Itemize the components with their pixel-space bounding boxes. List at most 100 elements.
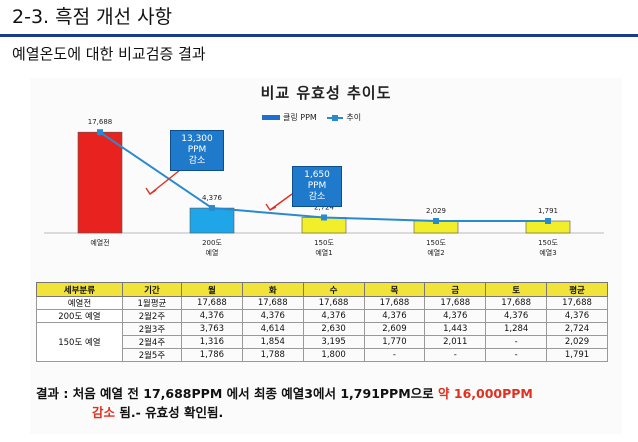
chart-title: 비교 유효성 추이도 <box>260 84 392 102</box>
table-cell: - <box>363 348 426 362</box>
trend-point-3 <box>433 218 439 224</box>
trend-point-4 <box>545 218 551 224</box>
table-cell: 2월2주 <box>121 309 182 323</box>
slide-subtitle: 예열온도에 대한 비교검증 결과 <box>12 45 206 63</box>
table-cell: 1월평균 <box>121 296 182 310</box>
table-cell: 1,791 <box>546 348 608 362</box>
table-header-cell: 수 <box>302 282 365 297</box>
table-cell: 2월5주 <box>121 348 182 362</box>
table-cell: 1,770 <box>363 335 426 349</box>
category-label-1-0: 200도 <box>202 239 222 247</box>
legend-bar-swatch <box>262 115 280 120</box>
trend-point-2 <box>321 214 327 221</box>
table-group-cell: 150도 예열 <box>36 322 123 362</box>
trend-point-1 <box>209 205 215 212</box>
table-header-cell: 평균 <box>546 282 608 297</box>
data-label-0: 17,688 <box>88 118 113 126</box>
category-label-1-1: 예열 <box>206 248 219 257</box>
table-cell: 4,376 <box>546 309 608 323</box>
table-cell: 1,316 <box>180 335 243 349</box>
comparison-table: 세부분류 기간 월 화 수 목 금 토 평균 예열전 1월평균 17,688 17,688 17,688… <box>36 282 608 362</box>
legend-bar-label: 클링 PPM <box>283 113 317 122</box>
table-cell: - <box>424 348 487 362</box>
callout-line: 1,650 <box>304 170 330 180</box>
table-cell: 2,029 <box>546 335 608 349</box>
callout-arrow-head-1 <box>145 187 157 195</box>
category-label-0-0: 예열전 <box>90 238 109 247</box>
data-label-2: 2,724 <box>314 203 335 211</box>
category-label-2-0: 150도 <box>314 239 334 247</box>
table-header-cell: 기간 <box>121 282 182 297</box>
table-row: 200도 예열 2월2주 4,376 4,376 4,376 4,376 4,376 4,37… <box>36 309 608 323</box>
table-cell: 17,688 <box>363 296 426 310</box>
table-header-cell: 목 <box>363 282 426 297</box>
category-label-4-0: 150도 <box>538 239 558 247</box>
table-cell: 4,376 <box>241 309 304 323</box>
table-cell: 4,614 <box>241 322 304 336</box>
figure-panel: 17,688 예열전 4,376 200도 예열 2,724 150도 예열1 2,029 150… <box>30 78 622 434</box>
table-group-cell: 예열전 <box>36 296 123 310</box>
table-row: 2월5주 1,786 1,788 1,800- - -1,791 <box>37 348 608 362</box>
table-row: 2월4주 1,316 1,854 3,195 1,770 2,011-2,029 <box>37 335 608 349</box>
data-label-3: 2,029 <box>426 207 446 215</box>
category-label-4-1: 예열3 <box>539 248 556 257</box>
category-label-2-1: 예열1 <box>315 248 332 257</box>
slide-title: 2-3. 흑점 개선 사항 <box>12 6 173 28</box>
table-cell: 17,688 <box>485 296 548 310</box>
callout-arrow-head-2 <box>265 203 277 211</box>
callout-reduction-1: 13,300 PPM 감소 <box>170 130 224 171</box>
table-cell: - <box>485 348 548 362</box>
table-cell: 4,376 <box>363 309 426 323</box>
table-cell: 4,376 <box>180 309 243 323</box>
table-header-cell: 토 <box>485 282 548 297</box>
conclusion-part1: 결과 : 처음 예열 전 17,688PPM 에서 최종 예열3에서 1,791… <box>36 386 439 401</box>
table-cell: 1,800 <box>302 348 365 362</box>
conclusion-text: 결과 : 처음 예열 전 17,688PPM 에서 최종 예열3에서 1,791… <box>36 384 616 422</box>
category-label-3-1: 예열2 <box>427 248 444 257</box>
table-cell: 2월4주 <box>121 335 182 349</box>
conclusion-part2: 됨.- 유효성 확인됨. <box>115 405 224 420</box>
table-cell: 1,854 <box>241 335 304 349</box>
table-body: 예열전 1월평균 17,688 17,688 17,688 17,688 17,688 17,… <box>36 296 608 362</box>
callout-reduction-2: 1,650 PPM 감소 <box>292 166 342 207</box>
table-header-cell: 화 <box>241 282 304 297</box>
table-cell: 2,630 <box>302 322 365 336</box>
callout-line: 13,300 <box>181 134 213 144</box>
table-cell: 17,688 <box>546 296 608 310</box>
table-cell: 2월3주 <box>121 322 182 336</box>
chart-legend: 클링 PPM 추이 <box>262 112 361 123</box>
table-cell: 1,788 <box>241 348 304 362</box>
callout-line: PPM <box>187 145 207 155</box>
title-rule <box>0 34 638 37</box>
table-cell: 2,609 <box>363 322 426 336</box>
table-header-cell: 금 <box>424 282 487 297</box>
table-cell: 17,688 <box>241 296 304 310</box>
table-cell: 17,688 <box>424 296 487 310</box>
table-header-row: 세부분류 기간 월 화 수 목 금 토 평균 <box>36 282 608 297</box>
table-cell: 17,688 <box>302 296 365 310</box>
table-cell: 3,195 <box>302 335 365 349</box>
table-row: 예열전 1월평균 17,688 17,688 17,688 17,688 17,688 17,… <box>36 296 608 310</box>
conclusion-highlight-decrease: 감소 <box>92 405 116 420</box>
data-label-1: 4,376 <box>202 194 223 202</box>
table-row: 150도 예열 2월3주 3,763 4,614 2,630 2,609 1,443 1,28… <box>36 322 608 362</box>
table-cell: 4,376 <box>424 309 487 323</box>
table-group-cell: 200도 예열 <box>36 309 123 323</box>
table-cell: 4,376 <box>485 309 548 323</box>
table-cell: 3,763 <box>180 322 243 336</box>
category-label-3-0: 150도 <box>426 239 446 247</box>
callout-line: 감소 <box>188 156 206 166</box>
table-cell: 1,786 <box>180 348 243 362</box>
table-cell: - <box>485 335 548 349</box>
table-cell: 17,688 <box>180 296 243 310</box>
legend-line-swatch <box>327 114 344 121</box>
data-label-4: 1,791 <box>538 207 558 215</box>
table-cell: 2,724 <box>546 322 608 336</box>
bar-1 <box>189 207 235 234</box>
conclusion-highlight-amount: 약 16,000PPM <box>438 386 533 401</box>
callout-line: PPM <box>307 181 327 191</box>
callout-arrow-2 <box>269 193 293 211</box>
callout-line: 감소 <box>308 192 326 202</box>
table-cell: 4,376 <box>302 309 365 323</box>
